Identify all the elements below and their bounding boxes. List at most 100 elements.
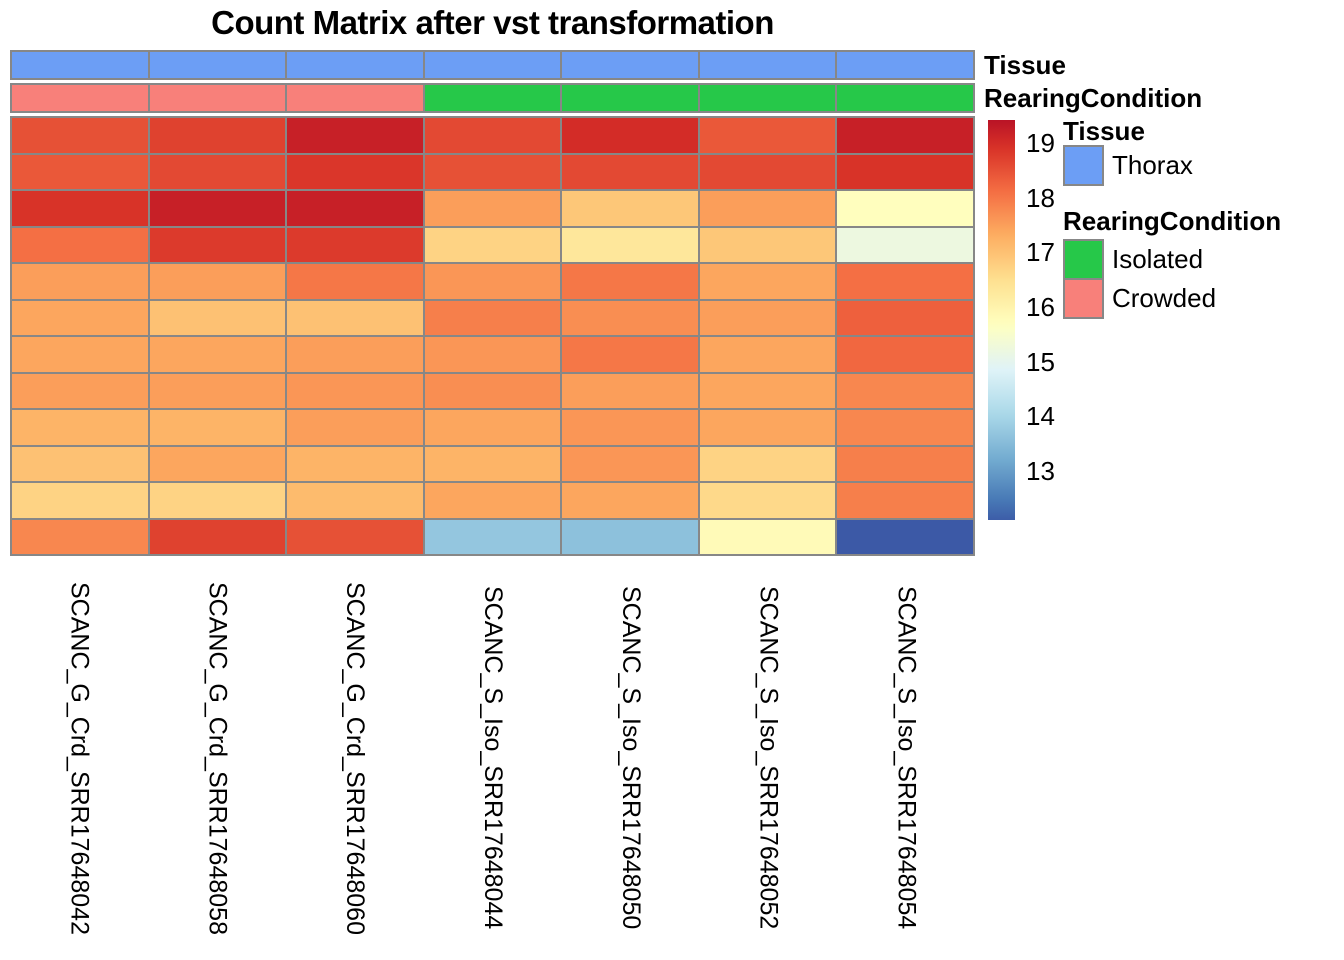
heatmap-cell-r12-c6 [700,520,836,555]
annotation-cell-crowded [150,85,286,111]
color-scale-tick-14: 14 [1026,403,1096,429]
heatmap-cell-r4-c7 [837,228,973,263]
heatmap-cell-r9-c1 [12,410,148,445]
annotation-cell-isolated [425,85,561,111]
heatmap-cell-r3-c7 [837,191,973,226]
annotation-cell-crowded [287,85,423,111]
heatmap-cell-r8-c4 [425,374,561,409]
annotation-cell-isolated [562,85,698,111]
heatmap-cell-r10-c5 [562,447,698,482]
heatmap-cell-r5-c3 [287,264,423,299]
heatmap-cell-r3-c1 [12,191,148,226]
annotation-cell-thorax [837,52,973,78]
heatmap-cell-r12-c3 [287,520,423,555]
annotation-cell-crowded [12,85,148,111]
heatmap-cell-r9-c4 [425,410,561,445]
annotation-cell-isolated [700,85,836,111]
rearing-condition-annotation-bar [10,83,975,113]
heatmap-cell-r11-c6 [700,483,836,518]
rearing-condition-track-label: RearingCondition [984,83,1202,113]
heatmap-cell-r10-c6 [700,447,836,482]
heatmap-cell-r7-c1 [12,337,148,372]
heatmap-cell-r5-c1 [12,264,148,299]
heatmap-cell-r4-c3 [287,228,423,263]
heatmap-cell-r10-c3 [287,447,423,482]
heatmap-cell-r6-c3 [287,301,423,336]
column-label: SCANC_G_Crd_SRR17648058 [204,562,229,954]
color-scale-tick-15: 15 [1026,349,1096,375]
heatmap-cell-r9-c2 [150,410,286,445]
heatmap-cell-r1-c6 [700,118,836,153]
heatmap-cell-r2-c3 [287,155,423,190]
heatmap-cell-r7-c6 [700,337,836,372]
heatmap-cell-r4-c5 [562,228,698,263]
legend-label-crowded: Crowded [1112,278,1216,319]
heatmap-cell-r6-c2 [150,301,286,336]
heatmap-cell-r12-c4 [425,520,561,555]
heatmap-cell-r8-c1 [12,374,148,409]
heatmap-cell-r5-c6 [700,264,836,299]
heatmap-cell-r3-c2 [150,191,286,226]
heatmap-cell-r5-c4 [425,264,561,299]
heatmap-cell-r1-c5 [562,118,698,153]
heatmap-cell-r6-c1 [12,301,148,336]
heatmap-cell-r2-c4 [425,155,561,190]
heatmap-cell-r9-c5 [562,410,698,445]
heatmap-cell-r4-c2 [150,228,286,263]
heatmap-cell-r5-c7 [837,264,973,299]
heatmap-cell-r1-c4 [425,118,561,153]
color-scale-bar [988,120,1015,520]
heatmap-cell-r6-c5 [562,301,698,336]
tissue-track-label: Tissue [984,50,1066,80]
legend-swatch-thorax [1063,145,1104,186]
annotation-cell-thorax [700,52,836,78]
annotation-cell-thorax [150,52,286,78]
heatmap-cell-r8-c7 [837,374,973,409]
heatmap-cell-r1-c7 [837,118,973,153]
heatmap-cell-r4-c6 [700,228,836,263]
heatmap-cell-r7-c3 [287,337,423,372]
annotation-cell-thorax [425,52,561,78]
heatmap-cell-r11-c2 [150,483,286,518]
heatmap-cell-r3-c6 [700,191,836,226]
column-label: SCANC_S_Iso_SRR17648052 [756,562,781,954]
heatmap-cell-r2-c7 [837,155,973,190]
heatmap-cell-r8-c3 [287,374,423,409]
legend-label-thorax: Thorax [1112,145,1193,186]
heatmap-cell-r10-c1 [12,447,148,482]
heatmap-cell-r11-c4 [425,483,561,518]
legend-tissue-header: Tissue [1063,116,1145,147]
heatmap-grid [10,116,975,556]
heatmap-cell-r4-c1 [12,228,148,263]
heatmap-cell-r10-c4 [425,447,561,482]
legend-rearing-condition-header: RearingCondition [1063,206,1281,237]
heatmap-cell-r7-c4 [425,337,561,372]
heatmap-cell-r12-c5 [562,520,698,555]
heatmap-cell-r12-c1 [12,520,148,555]
heatmap-cell-r5-c2 [150,264,286,299]
heatmap-cell-r8-c2 [150,374,286,409]
heatmap-cell-r10-c7 [837,447,973,482]
heatmap-cell-r3-c5 [562,191,698,226]
heatmap-cell-r1-c3 [287,118,423,153]
heatmap-cell-r7-c2 [150,337,286,372]
heatmap-cell-r2-c1 [12,155,148,190]
annotation-cell-isolated [837,85,973,111]
heatmap-cell-r11-c3 [287,483,423,518]
annotation-cell-thorax [287,52,423,78]
heatmap-cell-r12-c7 [837,520,973,555]
heatmap-cell-r10-c2 [150,447,286,482]
heatmap-cell-r6-c4 [425,301,561,336]
heatmap-cell-r2-c5 [562,155,698,190]
heatmap-cell-r2-c6 [700,155,836,190]
heatmap-cell-r7-c7 [837,337,973,372]
heatmap-cell-r12-c2 [150,520,286,555]
heatmap-cell-r2-c2 [150,155,286,190]
column-label: SCANC_G_Crd_SRR17648042 [66,562,91,954]
heatmap-cell-r9-c3 [287,410,423,445]
color-scale-tick-13: 13 [1026,458,1096,484]
heatmap-cell-r6-c7 [837,301,973,336]
heatmap-cell-r3-c3 [287,191,423,226]
annotation-cell-thorax [12,52,148,78]
heatmap-cell-r8-c6 [700,374,836,409]
